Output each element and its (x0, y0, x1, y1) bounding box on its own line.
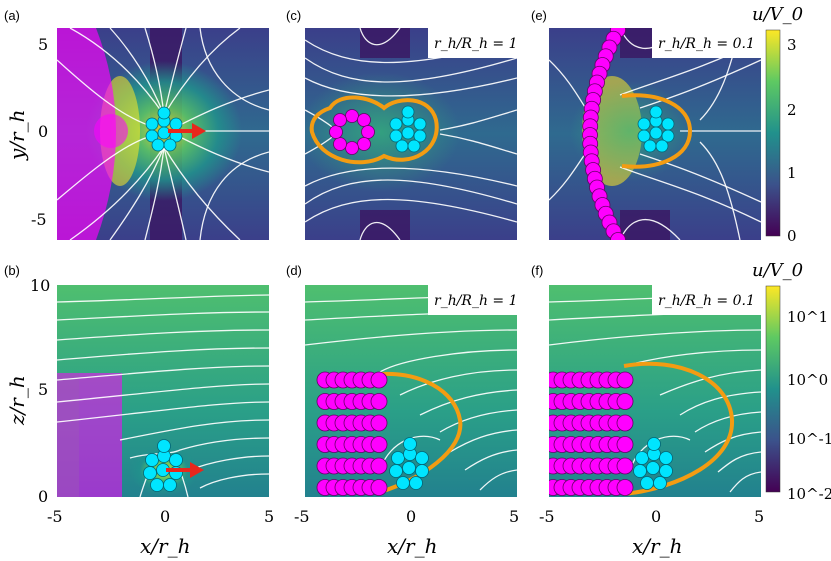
x-tick: 5 (264, 507, 274, 526)
colorbar-tick: 1 (787, 164, 797, 182)
wall-particle (616, 414, 634, 432)
colorbar-tick: 2 (787, 101, 797, 119)
colorbar-tick: 10^-2 (787, 485, 831, 503)
panel-e-label: (e) (531, 8, 547, 23)
colorbar-tick: 10^-1 (787, 430, 831, 448)
colorbar-tick: 10^1 (787, 308, 828, 326)
x-ticks-b: -5 0 5 (47, 507, 274, 526)
colorbar-title: u/V_0 (752, 4, 803, 25)
panel-b (57, 285, 269, 497)
y-tick: -5 (31, 210, 47, 229)
wall-particle (370, 371, 388, 389)
wall-stack (549, 371, 634, 496)
x-axis-label: x/r_h (387, 534, 437, 558)
direction-arrow (168, 123, 206, 139)
wall-particle (616, 479, 634, 496)
swimmer-cluster (389, 105, 427, 153)
wall-particle (370, 436, 388, 453)
colorbar-linear: u/V_0 3 2 1 0 (752, 4, 803, 245)
x-axis-label: x/r_h (140, 534, 190, 558)
y-tick: 5 (38, 380, 48, 399)
image-swimmer (94, 114, 128, 148)
y-tick: 0 (38, 122, 48, 141)
x-tick: 0 (651, 507, 661, 526)
wall-particle (616, 393, 634, 410)
wall-particle (616, 371, 634, 389)
x-tick: -5 (294, 507, 310, 526)
colorbar-tick: 0 (787, 227, 797, 245)
interaction-boundary (623, 361, 735, 496)
wall-particle (370, 457, 388, 475)
y-ticks-bottom: 10 5 0 (30, 276, 50, 506)
y-axis-label-bottom: z/r_h (5, 375, 29, 426)
x-tick: 0 (406, 507, 416, 526)
y-tick: 10 (30, 276, 50, 295)
wall-stack (316, 371, 388, 496)
panel-d (305, 285, 517, 497)
x-tick: -5 (47, 507, 63, 526)
colorbar-title: u/V_0 (752, 260, 803, 281)
wall-ring (329, 109, 375, 155)
panel-e (549, 28, 761, 240)
wall-region (57, 373, 122, 497)
direction-arrow (166, 462, 204, 478)
panel-c-label: (c) (286, 8, 301, 23)
x-tick: 5 (754, 507, 764, 526)
panel-d-ratio: r_h/R_h = 1 (434, 293, 518, 309)
streamlines (57, 28, 269, 240)
y-axis-label-top: y/r_h (5, 110, 29, 161)
wall-particle (370, 393, 388, 410)
panel-d-label: (d) (286, 263, 302, 278)
wall-particle (616, 457, 634, 475)
wall-particle (370, 479, 388, 496)
y-ticks-top: 5 0 -5 (31, 35, 48, 229)
x-tick: 5 (509, 507, 519, 526)
panel-c-ratio: r_h/R_h = 1 (434, 36, 518, 52)
x-ticks-f: -5 0 5 (539, 507, 764, 526)
x-tick: -5 (539, 507, 555, 526)
interaction-boundary (621, 93, 693, 169)
colorbar-tick: 3 (787, 36, 797, 54)
wall-particle (616, 436, 634, 453)
panel-a (57, 28, 269, 240)
colorbar-tick: 10^0 (787, 371, 828, 389)
panel-b-label: (b) (4, 263, 20, 278)
y-tick: 0 (38, 487, 48, 506)
swimmer-cluster (633, 437, 673, 490)
panel-a-label: (a) (4, 8, 20, 23)
y-tick: 5 (38, 35, 48, 54)
panel-e-ratio: r_h/R_h = 0.1 (658, 36, 755, 52)
swimmer-cluster (389, 437, 429, 490)
colorbar-log: u/V_0 10^1 10^0 10^-1 10^-2 (752, 260, 831, 503)
swimmer-cluster (637, 105, 675, 153)
x-axis-label: x/r_h (632, 534, 682, 558)
panel-f-ratio: r_h/R_h = 0.1 (658, 293, 755, 309)
wall-particle (370, 414, 388, 432)
wall-chain (582, 28, 626, 240)
streamlines (305, 28, 517, 240)
x-ticks-d: -5 0 5 (294, 507, 519, 526)
x-tick: 0 (160, 507, 170, 526)
interaction-boundary (309, 95, 439, 165)
panel-c (305, 28, 517, 240)
panel-f (549, 285, 761, 497)
swimmer-cluster (145, 106, 183, 152)
wall-particle (610, 232, 626, 240)
panel-f-label: (f) (531, 263, 543, 278)
